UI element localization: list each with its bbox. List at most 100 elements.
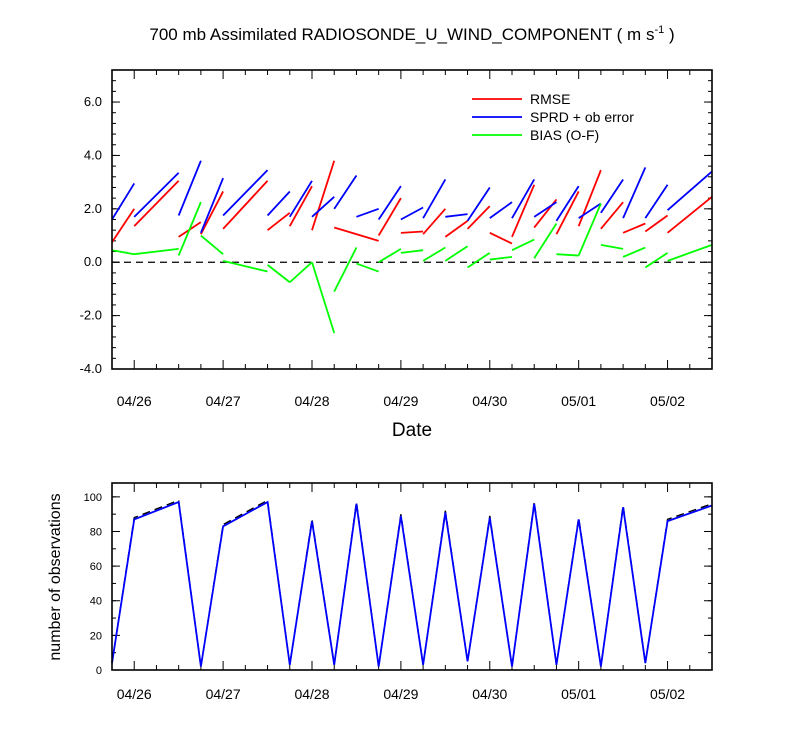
bottom-y-tick-label: 20: [90, 630, 102, 642]
top-chart-title: 700 mb Assimilated RADIOSONDE_U_WIND_COM…: [149, 24, 674, 44]
top-series-sprd-ob-error-segment: [311, 196, 335, 218]
top-series-bias-o-f-segment: [422, 246, 446, 262]
top-x-tick-label: 05/02: [650, 393, 685, 409]
title-superscript: -1: [654, 24, 664, 36]
top-y-tick-label: 4.0: [84, 147, 102, 162]
bottom-y-tick-label: 100: [84, 492, 102, 504]
top-series-sprd-ob-error-segment: [511, 179, 536, 219]
top-series-rmse-segment: [644, 214, 669, 233]
bottom-x-tick-label: 05/01: [561, 686, 596, 702]
top-x-tick-label: 04/26: [117, 393, 152, 409]
bottom-series-observations-possible-line: [111, 499, 713, 667]
bottom-chart-panel: 0 20 40 60 80 100 04/26 04/27 04/28 04/29 04/30 05/…: [84, 482, 713, 702]
bottom-y-tick-label: 60: [90, 561, 102, 573]
top-series-bias-o-f-segment: [378, 248, 402, 263]
bottom-x-tick-label: 04/29: [383, 686, 418, 702]
top-series-sprd-ob-error-segment: [266, 190, 291, 217]
top-series-bias-o-f-segment: [134, 247, 179, 256]
bottom-x-tick-label: 04/27: [206, 686, 241, 702]
bottom-series-observations-assimilated-line: [111, 500, 713, 667]
top-series-bias-o-f-segment: [111, 249, 135, 256]
y-axis-label-observations: number of observations: [47, 493, 64, 660]
top-series-sprd-ob-error-segment: [400, 206, 424, 221]
top-series-rmse-segment: [377, 197, 402, 236]
top-series-sprd-ob-error-segment: [533, 201, 557, 218]
top-series-bias-o-f-segment: [489, 255, 513, 261]
top-y-tick-label: 2.0: [84, 201, 102, 216]
top-series-sprd-ob-error-segment: [578, 202, 602, 219]
top-series-rmse-segment: [222, 180, 269, 230]
top-series-sprd-ob-error-segment: [466, 186, 491, 222]
top-x-tick-label: 04/28: [294, 393, 329, 409]
top-series-sprd-ob-error-segment: [377, 185, 402, 220]
top-series-bias-o-f-segment: [356, 262, 379, 273]
top-series-sprd-ob-error-segment: [133, 172, 180, 218]
top-series-rmse-segment: [622, 222, 646, 234]
bottom-y-tick-label: 0: [96, 665, 102, 677]
bottom-x-tick-label: 04/28: [294, 686, 329, 702]
top-series-sprd-ob-error-segment: [289, 180, 313, 218]
top-series-bias-o-f-segment: [644, 252, 669, 269]
bottom-x-tick-label: 05/02: [650, 686, 685, 702]
top-y-tick-label: 0.0: [84, 254, 102, 269]
top-series-sprd-ob-error-segment: [644, 184, 669, 219]
title-end: ): [664, 25, 674, 44]
top-series-rmse-segment: [333, 226, 379, 242]
top-series-rmse-segment: [200, 191, 224, 235]
top-series-sprd-ob-error-segment: [200, 177, 224, 234]
top-x-tick-label: 05/01: [561, 393, 596, 409]
top-series-bias-o-f-segment: [533, 223, 558, 259]
top-y-tick-label: -4.0: [80, 361, 102, 376]
top-series-bias-o-f-segment: [400, 249, 424, 254]
top-series-bias-o-f-segment: [622, 246, 646, 258]
legend-label-sprd: SPRD + ob error: [530, 109, 634, 125]
top-series-rmse-segment: [444, 220, 469, 238]
top-series-bias-o-f-segment: [200, 234, 224, 255]
top-series-rmse-segment: [288, 185, 313, 227]
bottom-y-tick-label: 40: [90, 596, 102, 608]
top-series-bias-o-f-segment: [444, 245, 469, 262]
top-series-bias-o-f-segment: [222, 260, 268, 273]
top-chart-legend: RMSE SPRD + ob error BIAS (O-F): [472, 91, 634, 143]
top-series-rmse-segment: [422, 208, 447, 235]
top-series-bias-o-f-segment: [556, 253, 579, 257]
top-series-rmse-segment: [133, 180, 180, 227]
top-series-sprd-ob-error-segment: [622, 167, 647, 219]
top-series-bias-o-f-segment: [511, 238, 535, 252]
bottom-y-tick-label: 80: [90, 526, 102, 538]
top-series-sprd-ob-error-segment: [222, 169, 269, 217]
top-series-sprd-ob-error-segment: [333, 174, 358, 210]
top-series-sprd-ob-error-segment: [445, 213, 468, 218]
top-series-rmse-segment: [466, 205, 491, 230]
legend-label-bias: BIAS (O-F): [530, 127, 599, 143]
top-series-rmse-segment: [489, 232, 513, 245]
bottom-x-tick-label: 04/30: [472, 686, 507, 702]
top-series-bias-o-f-segment: [333, 247, 358, 292]
top-series-rmse-segment: [400, 230, 424, 234]
top-y-tick-label: -2.0: [80, 308, 102, 323]
top-series-sprd-ob-error-segment: [356, 207, 379, 218]
top-series-rmse-segment: [555, 191, 580, 235]
bottom-x-tick-label: 04/26: [117, 686, 152, 702]
top-series-bias-o-f-segment: [177, 201, 202, 256]
top-frame: [111, 69, 713, 370]
top-series-bias-o-f-segment: [267, 264, 291, 283]
x-axis-label: Date: [392, 420, 432, 441]
top-series-rmse-segment: [600, 201, 624, 230]
top-series-bias-o-f-segment: [311, 261, 336, 334]
top-series-bias-o-f-segment: [467, 252, 491, 269]
top-series-rmse-segment: [577, 169, 602, 227]
top-series-rmse-segment: [511, 184, 536, 238]
top-series-bias-o-f-segment: [600, 243, 624, 250]
top-series-rmse-segment: [267, 212, 291, 231]
top-series-sprd-ob-error-segment: [555, 185, 580, 222]
top-series-rmse-segment: [111, 208, 135, 243]
bottom-frame: [111, 482, 713, 671]
top-series-bias-o-f-segment: [667, 244, 713, 262]
top-series-sprd-ob-error-segment: [600, 178, 624, 214]
title-main: 700 mb Assimilated RADIOSONDE_U_WIND_COM…: [149, 25, 654, 44]
top-series-sprd-ob-error-segment: [422, 179, 447, 219]
top-series-bias-o-f-segment: [289, 261, 313, 283]
top-series-sprd-ob-error-segment: [666, 170, 713, 211]
